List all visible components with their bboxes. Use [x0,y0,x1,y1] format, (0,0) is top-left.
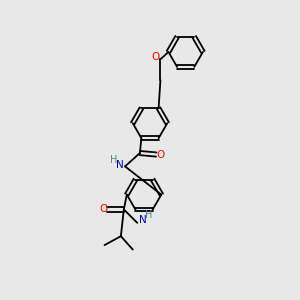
Text: O: O [151,52,159,62]
Text: N: N [116,160,124,170]
Text: H: H [145,210,152,220]
Text: O: O [99,204,107,214]
Text: O: O [157,149,165,160]
Text: H: H [110,155,117,165]
Text: N: N [139,215,146,225]
